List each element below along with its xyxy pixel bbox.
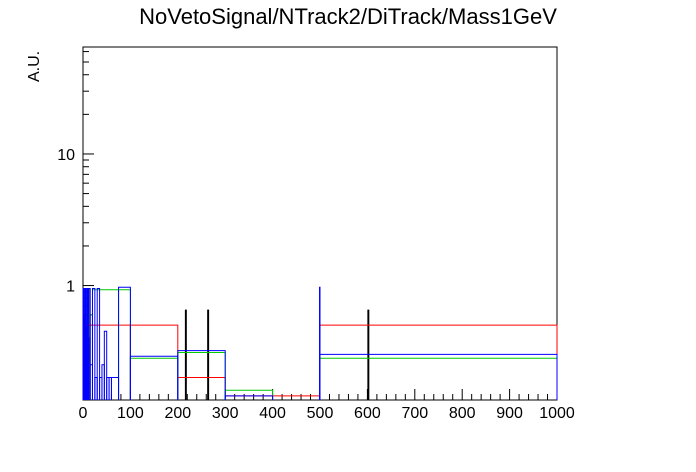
histogram-bin — [207, 309, 210, 400]
histogram-bin — [319, 324, 558, 400]
x-tick-label: 0 — [79, 405, 88, 422]
y-tick-label: 1 — [66, 279, 75, 296]
histogram-bin — [224, 389, 274, 400]
x-tick-label: 700 — [401, 405, 428, 422]
x-tick-label: 100 — [117, 405, 144, 422]
histogram-bin — [110, 377, 120, 400]
histogram-bin — [118, 286, 131, 400]
histogram-bin — [129, 357, 179, 400]
chart-title: NoVetoSignal/NTrack2/DiTrack/Mass1GeV — [139, 4, 557, 29]
x-tick-label: 200 — [164, 405, 191, 422]
histogram-bin — [367, 309, 370, 400]
histogram-bin — [91, 287, 96, 400]
y-tick-label: 10 — [57, 147, 75, 164]
x-tick-label: 500 — [307, 405, 334, 422]
histogram-bin — [184, 309, 187, 400]
histogram-bin — [96, 287, 101, 400]
histogram-bin — [91, 289, 120, 400]
x-tick-label: 400 — [259, 405, 286, 422]
x-tick-label: 800 — [449, 405, 476, 422]
x-tick-label: 1000 — [539, 405, 575, 422]
x-tick-label: 300 — [212, 405, 239, 422]
histogram-bin — [103, 330, 108, 400]
histogram-bin — [319, 353, 558, 400]
histogram-bin — [319, 357, 558, 400]
histogram-bin — [88, 287, 91, 400]
histogram-bin — [224, 395, 274, 400]
histogram-bin — [82, 287, 85, 400]
histogram-bin — [118, 289, 131, 400]
x-tick-label: 600 — [354, 405, 381, 422]
histogram-bin — [129, 324, 179, 400]
histogram-bin — [129, 355, 179, 400]
histogram-bin — [177, 350, 226, 400]
x-tick-label: 900 — [496, 405, 523, 422]
